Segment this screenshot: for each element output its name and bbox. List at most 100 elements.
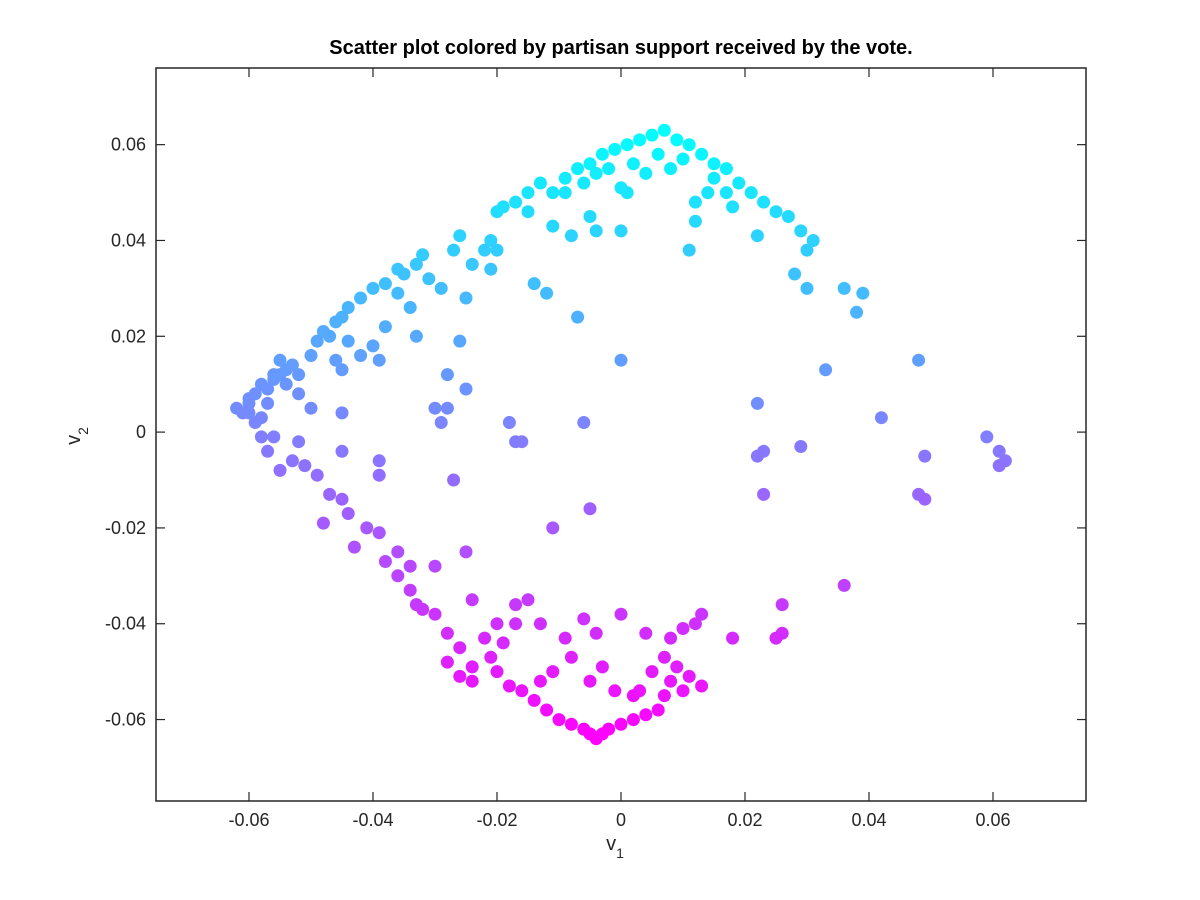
scatter-point	[453, 229, 467, 243]
scatter-point	[546, 521, 560, 535]
scatter-point	[589, 224, 603, 238]
scatter-point	[633, 133, 647, 147]
scatter-point	[484, 650, 498, 664]
scatter-point	[850, 305, 864, 319]
x-axis: -0.06 -0.04 -0.02 0 0.02 0.04 0.06	[228, 68, 1011, 830]
scatter-point	[434, 281, 448, 295]
scatter-point	[571, 310, 585, 324]
scatter-point	[626, 157, 640, 171]
scatter-point	[602, 722, 616, 736]
scatter-point	[316, 516, 330, 530]
scatter-point	[912, 353, 926, 367]
scatter-point	[676, 622, 690, 635]
scatter-point	[918, 449, 932, 463]
scatter-point	[639, 708, 653, 722]
scatter-point	[707, 171, 721, 185]
scatter-point	[509, 617, 523, 631]
scatter-point	[360, 521, 374, 535]
scatter-point	[341, 301, 355, 314]
scatter-point	[242, 406, 256, 420]
scatter-point	[304, 349, 318, 362]
scatter-point	[688, 617, 702, 631]
scatter-point	[285, 358, 299, 372]
scatter-point	[620, 186, 634, 200]
y-tick-label: 0.02	[111, 326, 146, 346]
scatter-point	[602, 162, 616, 176]
scatter-point	[521, 205, 535, 219]
scatter-point	[819, 363, 833, 377]
scatter-point	[403, 559, 417, 573]
scatter-point	[372, 526, 386, 540]
scatter-point	[453, 669, 467, 683]
scatter-point	[428, 401, 442, 415]
scatter-point	[595, 660, 609, 674]
scatter-point	[540, 286, 554, 300]
scatter-point	[769, 631, 783, 645]
scatter-point	[273, 463, 287, 477]
scatter-point	[750, 229, 764, 243]
scatter-point	[335, 444, 349, 458]
scatter-point	[509, 195, 523, 209]
scatter-point	[701, 186, 715, 200]
scatter-point	[546, 219, 560, 233]
scatter-point	[378, 555, 392, 568]
scatter-point	[372, 353, 386, 367]
scatter-point	[589, 166, 603, 180]
y-tick-label: 0.06	[111, 135, 146, 155]
scatter-point	[757, 195, 771, 209]
scatter-point	[285, 454, 299, 468]
scatter-point	[440, 655, 454, 669]
scatter-point	[409, 257, 423, 271]
scatter-point	[465, 674, 479, 688]
scatter-point	[664, 162, 678, 176]
scatter-point	[447, 243, 461, 257]
scatter-point	[583, 210, 597, 223]
scatter-point	[267, 368, 281, 382]
scatter-point	[589, 626, 603, 640]
scatter-point	[422, 272, 436, 286]
scatter-point	[335, 492, 349, 506]
scatter-point	[354, 291, 368, 305]
scatter-point	[292, 387, 306, 401]
scatter-point	[409, 598, 423, 612]
scatter-point	[378, 277, 392, 291]
x-tick-label: 0.02	[727, 810, 762, 830]
scatter-point	[726, 200, 740, 214]
x-axis-label-main: v	[606, 833, 616, 855]
scatter-point	[261, 382, 275, 396]
scatter-point	[335, 363, 349, 377]
scatter-point	[583, 157, 597, 171]
scatter-point	[254, 411, 268, 425]
scatter-point	[670, 133, 684, 147]
scatter-point	[695, 679, 709, 693]
scatter-point	[329, 353, 343, 367]
scatter-point	[527, 693, 541, 707]
scatter-point	[496, 636, 510, 650]
scatter-point	[459, 291, 473, 305]
scatter-point	[688, 214, 702, 228]
scatter-point	[626, 689, 640, 703]
scatter-point	[837, 578, 851, 592]
scatter-point	[465, 593, 479, 607]
scatter-point	[577, 612, 591, 626]
scatter-point	[608, 684, 622, 698]
scatter-point	[304, 401, 318, 415]
scatter-point	[992, 444, 1006, 458]
scatter-point	[564, 717, 578, 731]
scatter-point	[465, 257, 479, 271]
scatter-point	[496, 200, 510, 214]
scatter-point	[261, 396, 275, 410]
scatter-point	[372, 468, 386, 482]
scatter-point	[403, 583, 417, 597]
x-axis-label-subscript: 1	[616, 845, 624, 861]
scatter-point	[310, 468, 324, 482]
scatter-point	[515, 684, 529, 698]
scatter-point	[323, 329, 337, 343]
scatter-point	[583, 502, 597, 516]
y-axis-label-subscript: 2	[75, 427, 91, 435]
scatter-point	[378, 320, 392, 334]
x-tick-label: 0.06	[975, 810, 1010, 830]
scatter-point	[837, 281, 851, 295]
scatter-point	[676, 684, 690, 698]
